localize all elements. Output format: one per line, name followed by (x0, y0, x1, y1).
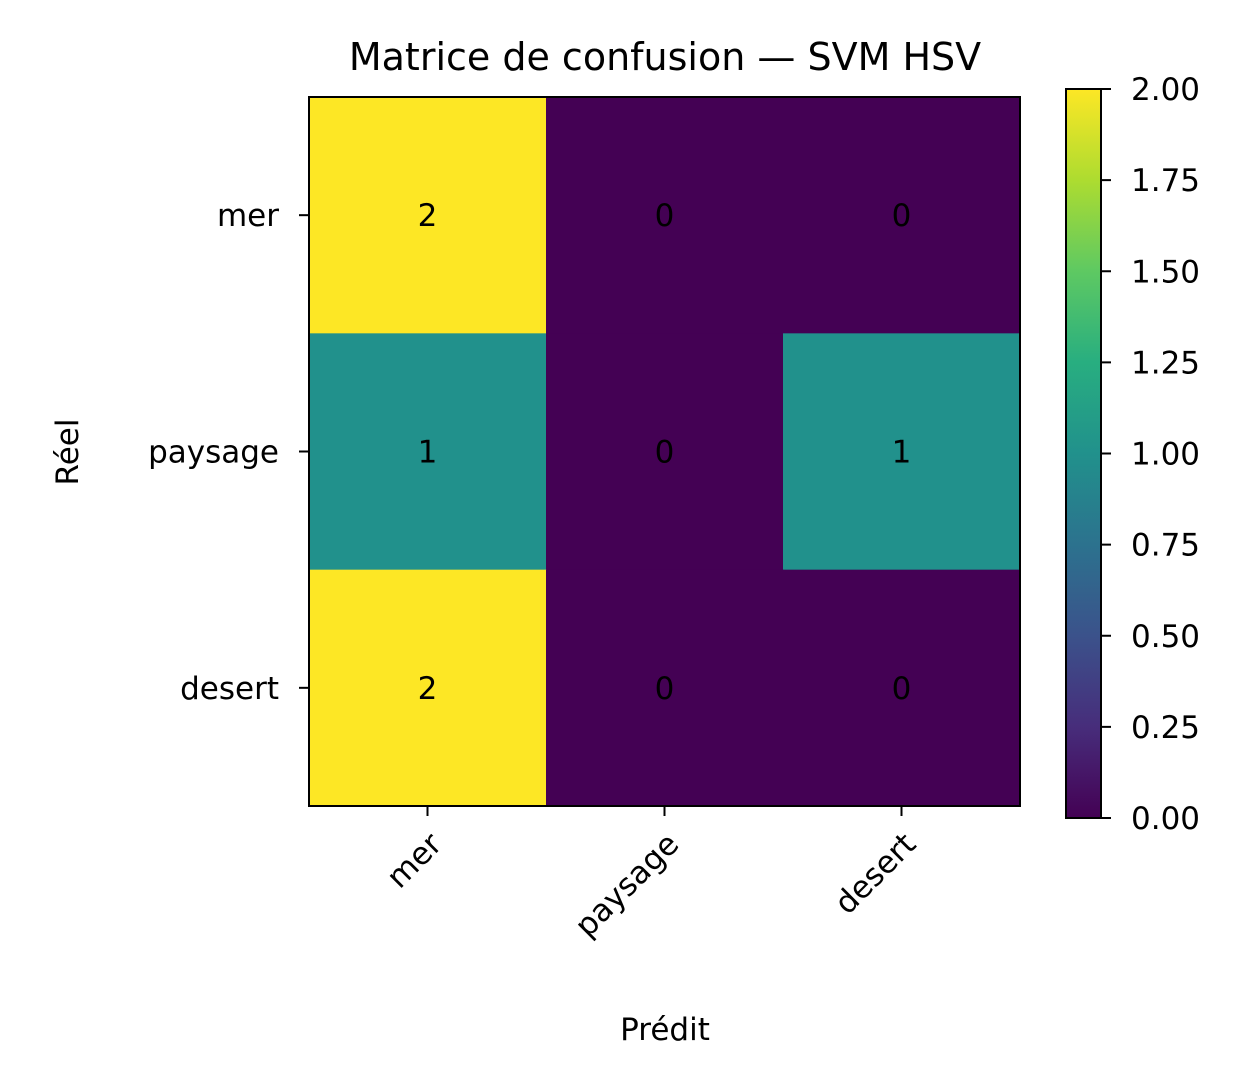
heatmap-cell (309, 569, 547, 807)
heatmap-cell (546, 333, 784, 571)
colorbar-tick-label: 0.50 (1131, 619, 1200, 655)
heatmap-cells (309, 97, 1021, 807)
colorbar-ticks: 0.00 0.25 0.50 0.75 1.00 1.25 1.50 1.75 2.00 (1101, 72, 1200, 837)
cell-value-label: 0 (892, 671, 912, 707)
colorbar-tick-label: 2.00 (1131, 72, 1200, 108)
y-tick-label: mer (217, 198, 279, 234)
x-axis-ticks: mer paysage desert (380, 806, 923, 944)
cell-value-label: 2 (418, 671, 438, 707)
chart-title: Matrice de confusion — SVM HSV (349, 35, 981, 79)
colorbar-tick-label: 1.50 (1131, 254, 1200, 290)
colorbar (1065, 88, 1102, 819)
heatmap-cell (546, 97, 784, 334)
heatmap-cell (783, 333, 1021, 571)
cell-value-label: 2 (418, 198, 438, 234)
heatmap-cell (546, 569, 784, 807)
cell-value-label: 1 (418, 435, 438, 471)
cell-value-label: 0 (655, 671, 675, 707)
heatmap-cell (309, 333, 547, 571)
cell-value-label: 0 (655, 198, 675, 234)
cell-value-label: 0 (655, 435, 675, 471)
colorbar-tick-label: 0.75 (1131, 528, 1200, 564)
colorbar-tick-label: 0.25 (1131, 710, 1200, 746)
x-tick-label: paysage (568, 826, 686, 944)
y-tick-label: paysage (148, 435, 279, 471)
y-tick-label: desert (180, 671, 279, 707)
colorbar-tick-label: 1.75 (1131, 163, 1200, 199)
cell-value-label: 1 (892, 435, 912, 471)
y-axis-ticks: mer paysage desert (148, 198, 309, 707)
x-tick-label: desert (828, 826, 923, 921)
colorbar-tick-label: 1.25 (1131, 345, 1200, 381)
y-axis-label: Réel (50, 419, 86, 486)
x-tick-label: mer (380, 826, 449, 895)
heatmap-cell (309, 97, 547, 334)
heatmap-cell (783, 97, 1021, 334)
cell-value-label: 0 (892, 198, 912, 234)
cell-value-labels: 2 0 0 1 0 1 2 0 0 (418, 198, 912, 707)
colorbar-tick-label: 1.00 (1131, 437, 1200, 473)
x-axis-label: Prédit (620, 1012, 710, 1048)
colorbar-tick-label: 0.00 (1131, 801, 1200, 837)
heatmap-cell (783, 569, 1021, 807)
